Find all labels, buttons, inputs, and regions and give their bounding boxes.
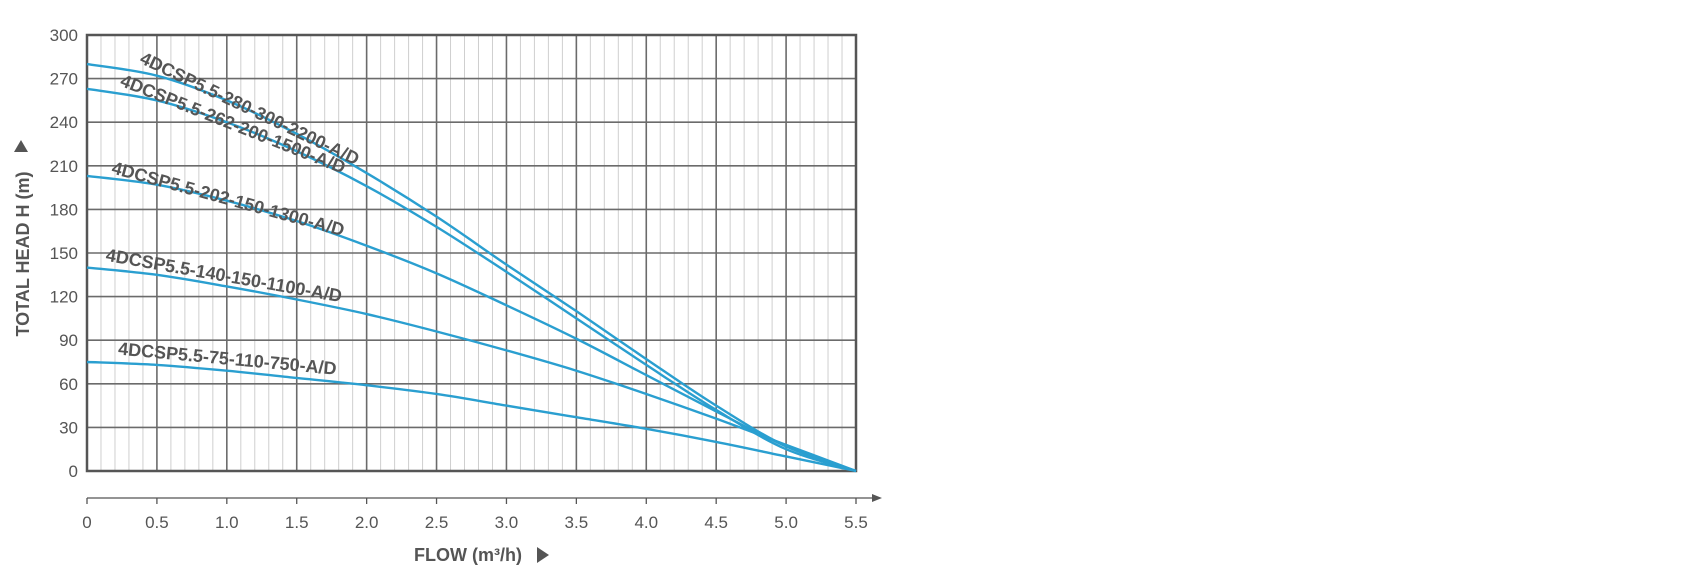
x-axis-ticks: 0 0.5 1.0 1.5 2.0 2.5 3.0 3.5 4.0 4.5 5.0 5.5 (82, 513, 868, 532)
x-tick-label: 3.0 (495, 513, 519, 532)
y-tick-label: 90 (59, 331, 78, 350)
major-grid (87, 35, 856, 471)
x-tick-label: 5.5 (844, 513, 868, 532)
y-tick-label: 60 (59, 375, 78, 394)
x-tick-label: 1.0 (215, 513, 239, 532)
series-curve (86, 62, 857, 473)
y-tick-label: 120 (50, 288, 78, 307)
y-tick-label: 30 (59, 418, 78, 437)
x-tick-label: 2.5 (425, 513, 449, 532)
plot-frame (85, 33, 858, 473)
x-axis-title: FLOW (m³/h) (414, 545, 522, 565)
x-axis (86, 494, 882, 504)
series-curve (86, 174, 857, 473)
x-tick-label: 0.5 (145, 513, 169, 532)
y-axis-title: TOTAL HEAD H (m) (13, 171, 33, 336)
x-tick-label: 3.5 (565, 513, 589, 532)
series-curve (86, 266, 857, 473)
y-tick-label: 180 (50, 200, 78, 219)
y-tick-label: 210 (50, 157, 78, 176)
series-curve (86, 360, 857, 473)
x-tick-label: 2.0 (355, 513, 379, 532)
x-tick-label: 4.0 (634, 513, 658, 532)
y-axis-ticks: 0 30 60 90 120 150 180 210 240 270 300 (50, 26, 78, 481)
y-tick-label: 270 (50, 70, 78, 89)
y-tick-label: 0 (69, 462, 78, 481)
y-tick-label: 240 (50, 113, 78, 132)
plot-border (85, 33, 858, 473)
y-tick-label: 150 (50, 244, 78, 263)
x-tick-label: 0 (82, 513, 91, 532)
x-tick-label: 5.0 (774, 513, 798, 532)
series-label: 4DCSP5.5-262-200-1500-A/D (118, 71, 349, 178)
y-tick-label: 300 (50, 26, 78, 45)
series-curves (86, 62, 857, 473)
x-axis-title-arrow (537, 547, 549, 563)
x-tick-label: 4.5 (704, 513, 728, 532)
x-axis-arrow (872, 494, 882, 502)
y-axis-title-arrow (14, 140, 28, 152)
x-tick-label: 1.5 (285, 513, 309, 532)
